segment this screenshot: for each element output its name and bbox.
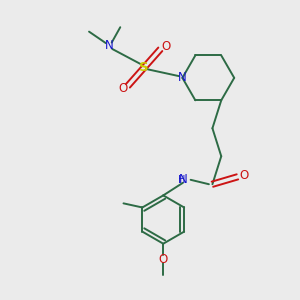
Text: O: O — [159, 253, 168, 266]
Text: O: O — [161, 40, 170, 53]
Text: N: N — [179, 173, 188, 186]
Text: N: N — [104, 39, 113, 52]
Text: O: O — [118, 82, 127, 95]
Text: S: S — [139, 61, 149, 74]
Text: O: O — [239, 169, 249, 182]
Text: H: H — [178, 175, 185, 185]
Text: N: N — [178, 71, 187, 84]
